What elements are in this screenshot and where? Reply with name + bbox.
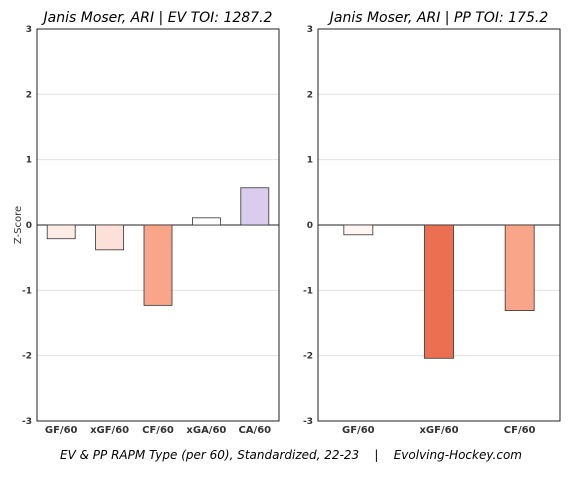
chart-caption: EV & PP RAPM Type (per 60), Standardized… [60, 448, 522, 462]
x-tick-label: CF/60 [504, 425, 536, 436]
x-tick-label: GF/60 [45, 425, 78, 436]
bar [143, 224, 173, 306]
x-tick-label: CF/60 [142, 425, 174, 436]
y-tick-label: -3 [22, 417, 32, 427]
y-tick-label: 3 [307, 25, 313, 35]
plot-frame [317, 28, 561, 422]
y-tick-label: -3 [303, 417, 313, 427]
chart-title: Janis Moser, ARI | EV TOI: 1287.2 [41, 10, 273, 26]
y-tick-label: 2 [307, 90, 313, 100]
y-tick-label: 1 [307, 156, 313, 166]
y-tick-label: 0 [307, 221, 313, 231]
y-tick-label: -2 [22, 352, 32, 362]
x-tick-label: GF/60 [342, 425, 375, 436]
x-tick-label: CA/60 [238, 425, 271, 436]
bar [504, 224, 535, 311]
x-tick-label: xGF/60 [90, 425, 129, 436]
y-tick-label: -1 [22, 286, 32, 296]
chart-title: Janis Moser, ARI | PP TOI: 175.2 [327, 10, 549, 26]
bar [343, 224, 374, 236]
y-tick-label: 1 [26, 156, 32, 166]
x-tick-label: xGF/60 [419, 425, 458, 436]
x-tick-label: xGA/60 [186, 425, 226, 436]
bar [191, 217, 221, 226]
y-tick-label: 0 [26, 221, 32, 231]
bar [240, 187, 270, 226]
bar [46, 224, 76, 240]
y-tick-label: -2 [303, 352, 313, 362]
plot-frame [36, 28, 280, 422]
bar [424, 224, 454, 359]
y-axis-label: Z-Score [13, 206, 24, 244]
bar [95, 224, 124, 251]
y-tick-label: -1 [303, 286, 313, 296]
y-tick-label: 2 [26, 90, 32, 100]
y-tick-label: 3 [26, 25, 32, 35]
